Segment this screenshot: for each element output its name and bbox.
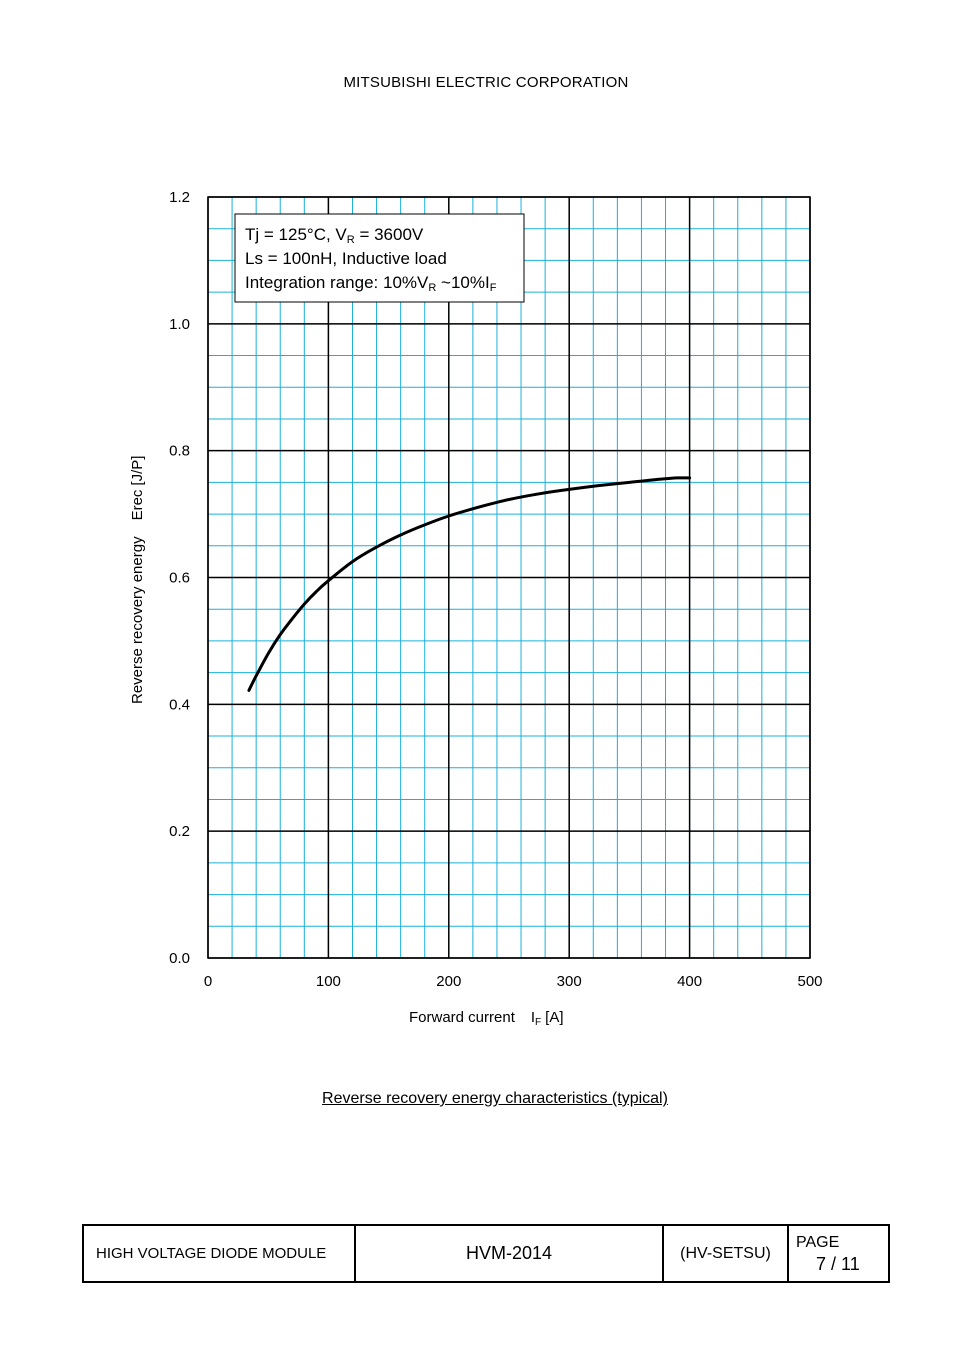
y-tick-label: 0.8 xyxy=(169,443,190,460)
annotation-line-2: Ls = 100nH, Inductive load xyxy=(245,249,447,268)
y-axis-label: Reverse recovery energyErec[J/P] xyxy=(129,456,146,704)
footer-page: PAGE 7 / 11 xyxy=(789,1226,888,1281)
footer-model: HVM-2014 xyxy=(356,1226,664,1281)
plot-frame xyxy=(207,196,811,959)
page-label: PAGE xyxy=(796,1234,840,1251)
footer-code: (HV-SETSU) xyxy=(664,1226,789,1281)
page-number: 7 / 11 xyxy=(816,1254,860,1274)
x-tick-label: 500 xyxy=(797,973,822,990)
annotation-box xyxy=(234,213,525,303)
chart-caption: Reverse recovery energy characteristics … xyxy=(322,1090,668,1107)
x-tick-label: 0 xyxy=(204,973,212,990)
x-tick-label: 300 xyxy=(557,973,582,990)
x-tick-label: 100 xyxy=(316,973,341,990)
y-tick-label: 1.2 xyxy=(169,189,190,206)
series-line-erec xyxy=(247,476,692,692)
annotation-line-1: Tj = 125°C, VR = 3600V xyxy=(245,225,424,246)
x-tick-label: 200 xyxy=(436,973,461,990)
y-tick-labels: 0.0 0.2 0.4 0.6 0.8 1.0 1.2 xyxy=(169,189,190,967)
company-header: MITSUBISHI ELECTRIC CORPORATION xyxy=(343,74,629,91)
y-tick-label: 0.0 xyxy=(169,950,190,967)
x-axis-label: Forward current IF [A] xyxy=(409,1009,564,1028)
y-tick-label: 0.2 xyxy=(169,823,190,840)
grid-major xyxy=(207,196,811,959)
annotation-line-3: Integration range: 10%VR ~10%IF xyxy=(245,273,497,294)
y-tick-label: 0.6 xyxy=(169,570,190,587)
y-tick-label: 0.4 xyxy=(169,696,190,713)
x-tick-labels: 0 100 200 300 400 500 xyxy=(204,973,823,990)
y-tick-label: 1.0 xyxy=(169,316,190,333)
x-tick-label: 400 xyxy=(677,973,702,990)
footer-product: HIGH VOLTAGE DIODE MODULE xyxy=(84,1226,356,1281)
footer-table: HIGH VOLTAGE DIODE MODULE HVM-2014 (HV-S… xyxy=(82,1224,890,1283)
